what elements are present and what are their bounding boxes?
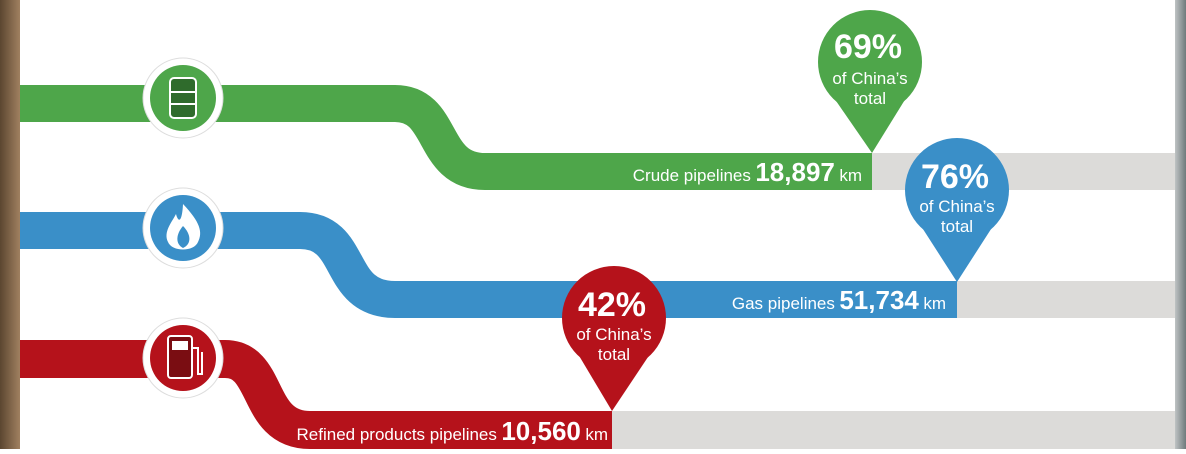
- length: 51,734: [839, 285, 919, 315]
- photo-edge: [1175, 0, 1186, 449]
- length: 18,897: [755, 157, 835, 187]
- length: 10,560: [501, 416, 581, 446]
- share: 69%: [834, 28, 902, 66]
- pipe-label: Refined products pipelines 10,560 km: [297, 416, 608, 446]
- share-note: total: [941, 217, 973, 236]
- refined-pipe: [20, 340, 612, 449]
- share-note: of China’s: [832, 69, 907, 88]
- crude-pipe: [20, 85, 872, 190]
- pipe-label: Crude pipelines 18,897 km: [633, 157, 862, 187]
- share: 76%: [921, 158, 989, 196]
- fuel-pump-icon: [142, 317, 224, 399]
- share-pin: [562, 10, 1009, 411]
- gas-pipe: [20, 212, 957, 318]
- share: 42%: [578, 286, 646, 324]
- oil-barrel-icon: [142, 57, 224, 139]
- share-note: total: [854, 89, 886, 108]
- unit: km: [585, 425, 608, 444]
- track: [940, 281, 1175, 318]
- label: Refined products pipelines: [297, 425, 497, 444]
- label: Gas pipelines: [732, 294, 835, 313]
- photo-edge: [0, 0, 20, 449]
- unit: km: [923, 294, 946, 313]
- track: [600, 411, 1175, 449]
- share-note: total: [598, 345, 630, 364]
- share-note: of China’s: [576, 325, 651, 344]
- unit: km: [839, 166, 862, 185]
- label: Crude pipelines: [633, 166, 751, 185]
- gas-flame-icon: [142, 187, 224, 269]
- pipe-label: Gas pipelines 51,734 km: [732, 285, 946, 315]
- share-note: of China’s: [919, 197, 994, 216]
